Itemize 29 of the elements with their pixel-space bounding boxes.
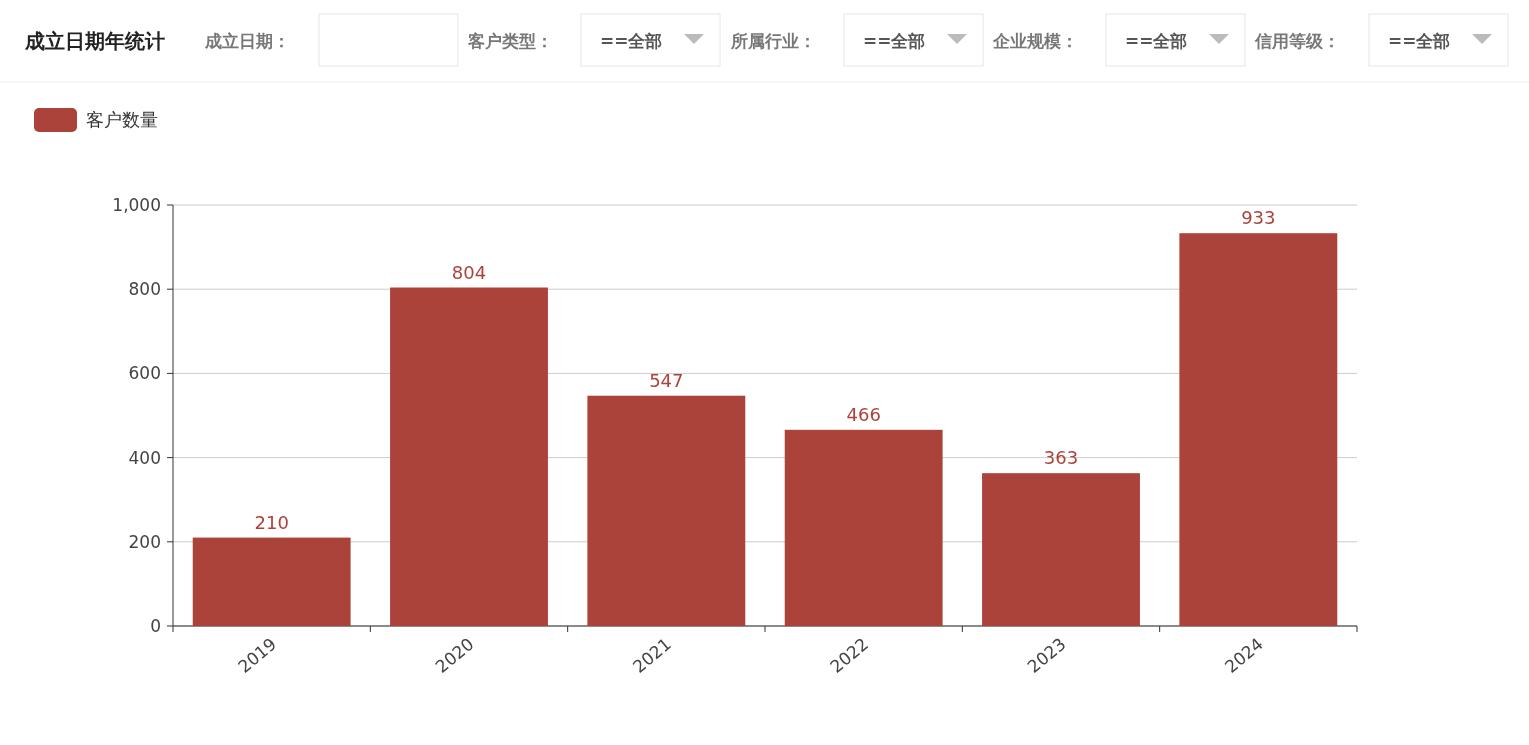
- text: 成立日期：: [204, 31, 290, 51]
- text: ==全部: [1388, 31, 1451, 51]
- bar: [390, 287, 548, 626]
- text: ==全部: [1125, 31, 1188, 51]
- text: ==全部: [863, 31, 926, 51]
- text: 信用等级：: [1254, 31, 1340, 51]
- bar: [192, 537, 351, 626]
- data-label: 210: [254, 511, 289, 533]
- data-label: 547: [649, 369, 684, 391]
- y-tick-label: 1,000: [112, 195, 161, 215]
- bar: [784, 429, 943, 626]
- bar: [587, 395, 746, 626]
- data-label: 466: [846, 403, 881, 425]
- bar: [1179, 233, 1338, 626]
- text: 企业规模：: [992, 31, 1078, 51]
- y-tick-label: 400: [128, 447, 161, 468]
- data-label: 804: [451, 261, 487, 283]
- bar: [982, 473, 1140, 626]
- y-tick-label: 800: [128, 279, 161, 300]
- legend-label: 客户数量: [86, 109, 158, 130]
- y-tick-label: 0: [150, 616, 161, 636]
- data-label: 933: [1241, 207, 1276, 229]
- y-tick-label: 600: [128, 363, 161, 384]
- y-tick-label: 200: [128, 531, 161, 552]
- data-label: 363: [1043, 447, 1079, 469]
- text: 客户类型：: [467, 31, 553, 51]
- text: ==全部: [600, 31, 663, 51]
- text: 所属行业：: [730, 31, 816, 51]
- chart-title: 成立日期年统计: [24, 29, 165, 53]
